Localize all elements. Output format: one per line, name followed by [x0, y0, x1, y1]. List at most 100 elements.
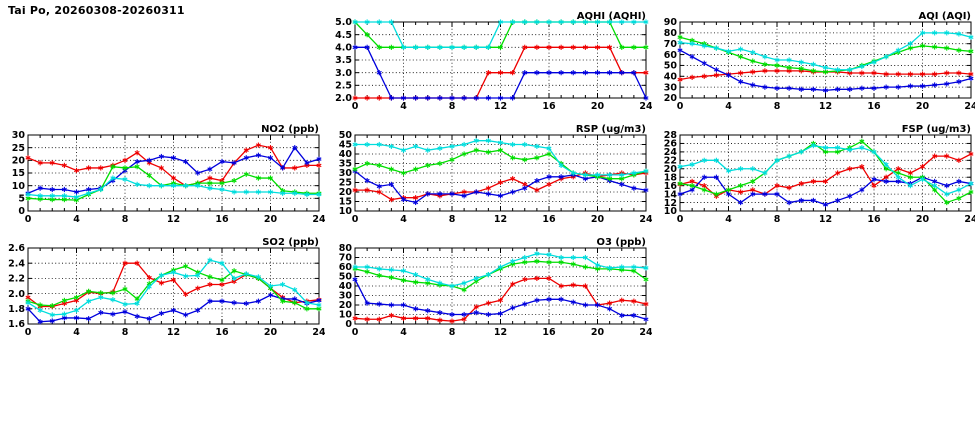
series-blue	[677, 47, 974, 93]
data-point-marker	[413, 272, 419, 278]
data-point-marker	[643, 44, 649, 50]
data-point-marker	[219, 260, 225, 266]
data-point-marker	[677, 180, 683, 187]
data-point-marker	[582, 254, 588, 261]
data-point-marker	[158, 153, 164, 160]
data-point-marker	[497, 310, 504, 317]
chart-panel-fsp: 10 12 14 16 18 20 22 24 26 28 0 4 8 12 16 20 24 FSP (ug/m…	[652, 121, 975, 233]
data-point-marker	[400, 170, 407, 176]
data-point-marker	[643, 187, 649, 193]
data-point-marker	[73, 294, 80, 300]
data-point-marker	[847, 147, 853, 153]
chart-panel-rsp: 10 15 20 25 30 35 40 45 50 0 4 8 12 16 20 24 RSP (ug/m3)	[327, 121, 652, 233]
data-point-marker	[798, 59, 804, 65]
panel-title-rsp: RSP (ug/m3)	[576, 124, 646, 135]
data-point-marker	[231, 160, 237, 166]
data-point-marker	[98, 186, 104, 193]
data-point-marker	[183, 291, 189, 297]
data-point-marker	[388, 166, 394, 172]
data-point-marker	[110, 297, 116, 303]
data-point-marker	[643, 316, 649, 322]
data-point-marker	[738, 166, 744, 172]
data-point-marker	[944, 81, 950, 87]
data-point-marker	[243, 189, 249, 195]
data-point-marker	[280, 281, 286, 288]
data-point-marker	[183, 312, 189, 318]
data-point-marker	[534, 297, 540, 303]
data-point-marker	[822, 69, 829, 75]
data-point-marker	[582, 264, 588, 270]
data-point-marker	[98, 310, 104, 316]
y-tick-label: 22	[664, 156, 677, 167]
data-point-marker	[316, 162, 322, 168]
data-point-marker	[619, 264, 625, 270]
data-point-marker	[146, 183, 152, 189]
y-tick-label: 2.0	[8, 289, 25, 300]
data-point-marker	[267, 145, 274, 151]
y-tick-label: 2.0	[335, 93, 352, 104]
data-point-marker	[546, 70, 552, 76]
data-point-marker	[61, 297, 67, 304]
data-point-marker	[219, 180, 225, 186]
data-point-marker	[413, 143, 419, 149]
data-point-marker	[364, 300, 370, 306]
data-point-marker	[631, 264, 637, 270]
data-point-marker	[195, 307, 201, 313]
data-point-marker	[461, 316, 467, 322]
data-point-marker	[956, 187, 962, 193]
data-point-marker	[631, 19, 637, 25]
x-tick-label: 12	[167, 327, 180, 338]
data-point-marker	[822, 87, 829, 93]
data-point-marker	[158, 183, 164, 189]
series-cyan	[677, 142, 974, 197]
y-tick-label: 35	[339, 159, 352, 170]
data-point-marker	[944, 183, 950, 189]
data-point-marker	[956, 70, 962, 76]
y-tick-label: 2.4	[8, 258, 25, 269]
data-point-marker	[170, 269, 177, 275]
data-point-marker	[146, 316, 152, 322]
y-tick-label: 60	[339, 262, 353, 273]
data-point-marker	[449, 143, 455, 149]
data-point-marker	[871, 59, 877, 65]
data-point-marker	[485, 70, 491, 76]
data-point-marker	[25, 191, 31, 198]
data-point-marker	[582, 19, 588, 25]
y-tick-label: 40	[339, 149, 353, 160]
data-point-marker	[461, 280, 467, 286]
data-point-marker	[207, 175, 213, 181]
y-tick-label: 25	[12, 143, 25, 154]
data-point-marker	[558, 259, 564, 265]
y-tick-label: 10	[339, 206, 353, 217]
x-tick-label: 12	[494, 214, 507, 225]
y-tick-label: 80	[664, 28, 678, 39]
data-point-marker	[956, 79, 962, 85]
data-point-marker	[25, 300, 31, 306]
data-point-marker	[859, 164, 865, 170]
data-point-marker	[558, 296, 564, 302]
data-point-marker	[461, 44, 467, 50]
y-tick-label: 50	[339, 272, 353, 283]
data-point-marker	[255, 142, 261, 148]
data-point-marker	[510, 155, 516, 161]
y-tick-label: 60	[664, 50, 678, 61]
data-point-marker	[810, 61, 816, 67]
data-point-marker	[607, 306, 613, 312]
data-point-marker	[546, 181, 552, 187]
data-point-marker	[280, 165, 286, 171]
data-point-marker	[304, 191, 310, 198]
data-point-marker	[255, 274, 261, 280]
data-point-marker	[822, 178, 829, 185]
data-point-marker	[73, 307, 80, 313]
y-tick-label: 5.0	[335, 17, 352, 28]
data-point-marker	[689, 74, 695, 80]
data-point-marker	[522, 141, 528, 148]
data-point-marker	[37, 185, 43, 191]
data-point-marker	[810, 178, 816, 185]
data-point-marker	[49, 186, 55, 193]
data-point-marker	[497, 297, 504, 303]
y-tick-label: 30	[339, 291, 353, 302]
x-tick-label: 24	[312, 214, 325, 225]
data-point-marker	[195, 170, 201, 176]
